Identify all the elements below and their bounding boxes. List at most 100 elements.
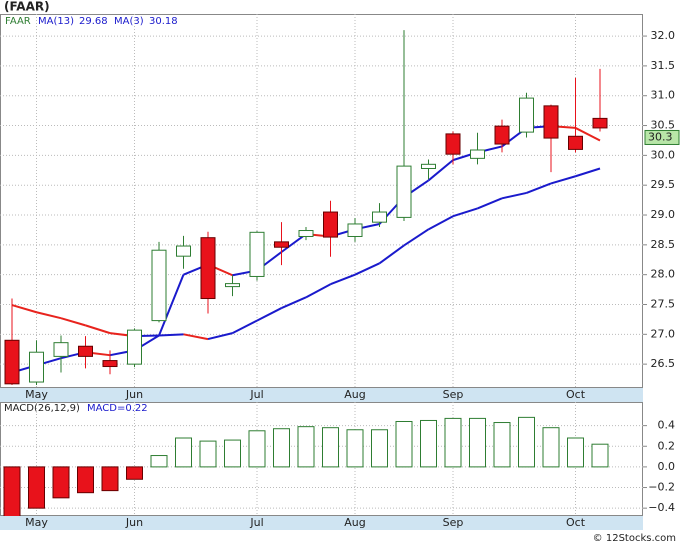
ma-line <box>526 182 552 194</box>
ma-line <box>60 317 86 327</box>
x-tick-label: Oct <box>566 388 586 401</box>
candle-body <box>323 211 338 238</box>
last-price-label: 30.3 <box>648 130 673 143</box>
ma-line <box>575 127 601 142</box>
ma-line <box>427 159 454 182</box>
macd-bar <box>3 466 21 516</box>
macd-bar <box>346 429 364 468</box>
y-tick-label: 0.0 <box>658 460 676 473</box>
y-tick-label: 27.5 <box>651 297 676 310</box>
y-tick-label: −0.2 <box>648 481 675 494</box>
x-tick-label: May <box>25 516 48 529</box>
macd-bar <box>567 437 584 468</box>
x-tick-label: Aug <box>344 388 365 401</box>
legend-ma13-value: 29.68 <box>79 16 108 27</box>
ma-line <box>378 244 405 265</box>
ma-line <box>354 262 380 276</box>
y-tick-label: 28.0 <box>651 268 676 281</box>
y-tick-label: 26.5 <box>651 357 676 370</box>
y-tick-label: 30.5 <box>651 119 676 132</box>
last-price-box <box>644 129 680 145</box>
candle-body <box>592 117 608 129</box>
watermark: © 12Stocks.com <box>593 533 676 544</box>
y-tick-label: 29.5 <box>651 178 676 191</box>
price-panel <box>0 14 643 388</box>
macd-bar <box>77 466 94 494</box>
macd-legend-value: MACD=0.22 <box>87 403 148 414</box>
candle-body <box>445 133 461 155</box>
ma-line <box>11 304 37 314</box>
y-tick-label: 31.5 <box>651 59 676 72</box>
ma-line <box>452 207 478 218</box>
y-tick-label: 30.0 <box>651 148 676 161</box>
ma-line <box>403 228 430 247</box>
plot <box>4 30 608 386</box>
x-tick-label: Sep <box>443 516 464 529</box>
macd-bar <box>420 419 437 468</box>
macd-bar <box>175 437 192 468</box>
macd-legend: MACD(26,12,9) <box>4 403 80 414</box>
title: (FAAR) <box>4 0 50 14</box>
candle-body <box>372 211 387 223</box>
macd-bar <box>248 430 266 468</box>
ma-line <box>428 215 454 231</box>
candle-body <box>176 245 191 257</box>
candle-body <box>78 345 93 357</box>
ma-line <box>280 233 307 253</box>
macd-bar <box>297 426 315 468</box>
y-tick-label: 0.4 <box>658 419 676 432</box>
macd-bar <box>395 420 413 468</box>
candle-body <box>29 351 44 383</box>
x-tick-label: Oct <box>566 516 586 529</box>
legend-ma3: MA(3) <box>114 16 144 27</box>
candle-body <box>298 230 314 237</box>
candle-body <box>151 249 167 322</box>
candle-body <box>470 149 485 159</box>
date-strip <box>0 516 643 530</box>
macd-bar <box>518 416 535 468</box>
y-tick-label: −0.4 <box>648 501 675 514</box>
candle-body <box>543 105 559 139</box>
ma-line <box>183 333 209 341</box>
macd-bar <box>371 429 388 468</box>
date-strip <box>0 388 643 402</box>
plot <box>3 416 609 516</box>
candle-body <box>421 163 436 169</box>
candle-body <box>494 125 510 145</box>
macd-bar <box>273 428 290 468</box>
candle-body <box>347 223 363 237</box>
legend-ma13: MA(13) <box>38 16 74 27</box>
macd-bar <box>101 466 119 492</box>
ma-line <box>256 307 282 322</box>
macd-bar <box>224 439 241 468</box>
macd-bar <box>150 455 168 468</box>
ma-line <box>501 191 527 200</box>
ma-line <box>232 319 258 335</box>
macd-bar <box>126 466 143 480</box>
candle-body <box>274 241 289 248</box>
x-tick-label: Jul <box>249 388 263 401</box>
macd-bar <box>591 443 609 468</box>
y-tick-label: 29.0 <box>651 208 676 221</box>
x-tick-label: Aug <box>344 516 365 529</box>
ma-line <box>36 311 62 320</box>
x-tick-label: Jul <box>249 516 263 529</box>
macd-panel <box>0 402 643 516</box>
ma-line <box>158 274 185 336</box>
candle-body <box>4 339 20 385</box>
legend-ma3-value: 30.18 <box>149 16 178 27</box>
candle-body <box>568 135 583 150</box>
ma-line <box>330 273 356 286</box>
ma-line <box>575 167 601 178</box>
candle-body <box>53 342 69 357</box>
macd-bar <box>469 417 486 468</box>
macd-bar <box>28 466 45 509</box>
macd-bar <box>322 427 339 468</box>
candle-body <box>127 329 142 365</box>
ma-line <box>550 175 576 185</box>
ma-line <box>477 197 503 210</box>
x-tick-label: Jun <box>125 516 143 529</box>
x-tick-label: Jun <box>125 388 143 401</box>
candle-body <box>249 231 265 277</box>
